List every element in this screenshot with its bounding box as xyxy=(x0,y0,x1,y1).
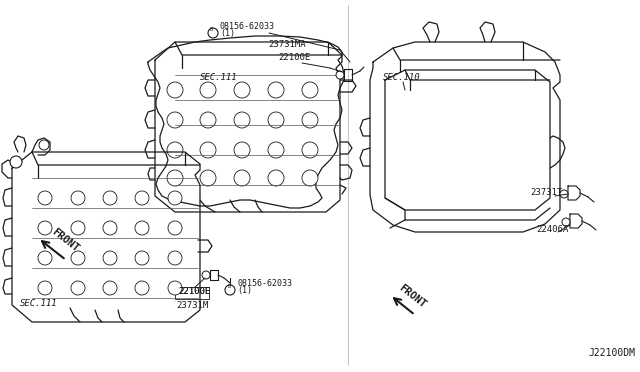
Text: J22100DM: J22100DM xyxy=(588,348,635,358)
Circle shape xyxy=(71,191,85,205)
Circle shape xyxy=(103,221,117,235)
Text: FRONT: FRONT xyxy=(50,227,81,254)
Text: (1): (1) xyxy=(237,286,252,295)
Circle shape xyxy=(103,251,117,265)
Text: 22100E: 22100E xyxy=(178,287,211,296)
Text: B: B xyxy=(227,284,230,289)
Circle shape xyxy=(10,156,22,168)
Text: 22100E: 22100E xyxy=(178,287,211,296)
Circle shape xyxy=(135,251,149,265)
Circle shape xyxy=(200,112,216,128)
Circle shape xyxy=(135,281,149,295)
Circle shape xyxy=(234,112,250,128)
Text: SEC.111: SEC.111 xyxy=(20,299,58,308)
Circle shape xyxy=(234,82,250,98)
Circle shape xyxy=(167,170,183,186)
Circle shape xyxy=(202,271,210,279)
Text: 23731T: 23731T xyxy=(530,188,563,197)
Circle shape xyxy=(38,191,52,205)
Circle shape xyxy=(200,142,216,158)
Circle shape xyxy=(38,221,52,235)
Circle shape xyxy=(168,191,182,205)
Circle shape xyxy=(135,191,149,205)
Circle shape xyxy=(302,142,318,158)
Circle shape xyxy=(168,281,182,295)
Circle shape xyxy=(168,251,182,265)
FancyBboxPatch shape xyxy=(175,287,209,299)
Text: 08156-62033: 08156-62033 xyxy=(220,22,275,31)
Circle shape xyxy=(562,218,570,226)
Text: B: B xyxy=(210,27,213,32)
Circle shape xyxy=(336,71,344,79)
Circle shape xyxy=(71,251,85,265)
Circle shape xyxy=(167,82,183,98)
Text: FRONT: FRONT xyxy=(397,283,428,310)
Circle shape xyxy=(234,170,250,186)
Circle shape xyxy=(39,140,49,150)
Circle shape xyxy=(103,281,117,295)
Text: 08156-62033: 08156-62033 xyxy=(237,279,292,288)
Text: 22406A: 22406A xyxy=(536,225,568,234)
Circle shape xyxy=(225,285,235,295)
Circle shape xyxy=(208,28,218,38)
Text: 22100E: 22100E xyxy=(278,53,310,62)
Circle shape xyxy=(268,82,284,98)
Text: (1): (1) xyxy=(220,29,235,38)
Circle shape xyxy=(71,221,85,235)
Circle shape xyxy=(167,112,183,128)
Text: 23731M: 23731M xyxy=(176,301,208,310)
Circle shape xyxy=(167,142,183,158)
Circle shape xyxy=(135,221,149,235)
Circle shape xyxy=(268,142,284,158)
Circle shape xyxy=(302,170,318,186)
Circle shape xyxy=(168,221,182,235)
Circle shape xyxy=(560,190,568,198)
Circle shape xyxy=(302,82,318,98)
Circle shape xyxy=(268,112,284,128)
Circle shape xyxy=(38,251,52,265)
Circle shape xyxy=(268,170,284,186)
Circle shape xyxy=(200,170,216,186)
Circle shape xyxy=(38,281,52,295)
Circle shape xyxy=(302,112,318,128)
Text: SEC.111: SEC.111 xyxy=(200,73,237,82)
Circle shape xyxy=(234,142,250,158)
Circle shape xyxy=(103,191,117,205)
Text: 23731MA: 23731MA xyxy=(268,40,306,49)
Text: SEC.110: SEC.110 xyxy=(383,73,420,82)
Circle shape xyxy=(71,281,85,295)
Circle shape xyxy=(200,82,216,98)
